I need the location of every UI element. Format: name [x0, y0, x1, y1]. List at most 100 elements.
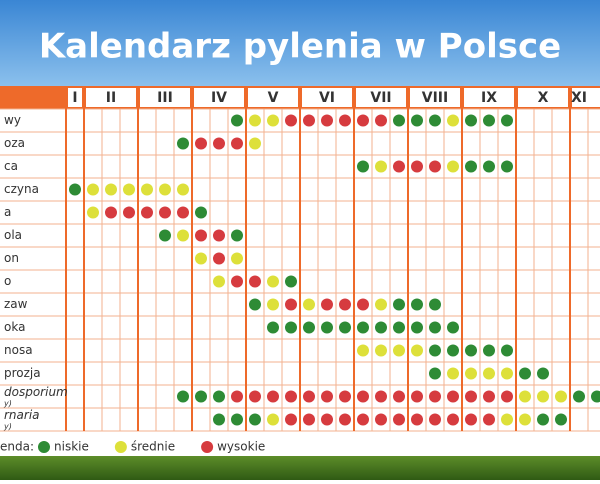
row-label: nosa	[4, 343, 33, 357]
pollen-dot	[213, 275, 225, 288]
month-cell	[68, 88, 82, 107]
row-label: o	[4, 274, 11, 288]
pollen-dot	[429, 413, 441, 426]
pollen-dot	[447, 413, 459, 426]
pollen-dot	[123, 206, 135, 219]
legend-band	[0, 432, 600, 456]
pollen-dot	[483, 413, 495, 426]
pollen-dot	[213, 252, 225, 265]
pollen-dot	[501, 367, 513, 380]
legend-label: średnie	[131, 440, 175, 454]
pollen-dot	[177, 229, 189, 242]
month-label: VII	[370, 90, 391, 106]
pollen-dot	[357, 298, 369, 311]
pollen-dot	[375, 114, 387, 127]
pollen-dot	[267, 321, 279, 334]
pollen-dot	[411, 344, 423, 357]
pollen-dot	[105, 183, 117, 196]
month-cell	[356, 88, 406, 107]
month-label: VI	[319, 90, 335, 106]
pollen-dot	[447, 344, 459, 357]
month-label: II	[106, 90, 116, 106]
legend-title: enda:	[0, 440, 34, 454]
pollen-dot	[303, 390, 315, 403]
month-label: X	[538, 90, 549, 106]
pollen-dot	[447, 321, 459, 334]
pollen-dot	[69, 183, 81, 196]
pollen-dot	[411, 160, 423, 173]
pollen-dot	[339, 390, 351, 403]
pollen-dot	[483, 160, 495, 173]
pollen-dot	[249, 275, 261, 288]
pollen-dot	[393, 321, 405, 334]
pollen-dot	[321, 298, 333, 311]
pollen-dot	[447, 160, 459, 173]
row-label: ca	[4, 159, 18, 173]
pollen-dot	[465, 160, 477, 173]
month-label: V	[268, 90, 279, 106]
pollen-dot	[195, 206, 207, 219]
pollen-dot	[87, 183, 99, 196]
pollen-dot	[393, 160, 405, 173]
pollen-dot	[231, 137, 243, 150]
pollen-dot	[555, 413, 567, 426]
pollen-dot	[249, 390, 261, 403]
pollen-dot	[537, 367, 549, 380]
pollen-dot	[393, 413, 405, 426]
month-label: XI	[571, 90, 587, 106]
pollen-dot	[303, 114, 315, 127]
month-label: IX	[481, 90, 497, 106]
pollen-dot	[429, 321, 441, 334]
legend-dot	[38, 441, 50, 453]
pollen-dot	[195, 390, 207, 403]
pollen-dot	[303, 298, 315, 311]
pollen-dot	[393, 298, 405, 311]
month-label: VIII	[422, 90, 448, 106]
month-label: I	[72, 90, 77, 106]
pollen-dot	[537, 413, 549, 426]
pollen-dot	[267, 413, 279, 426]
sky	[0, 0, 600, 90]
pollen-dot	[321, 321, 333, 334]
pollen-dot	[465, 413, 477, 426]
row-label: prozja	[4, 366, 41, 380]
month-cell	[464, 88, 514, 107]
row-label: oza	[4, 136, 25, 150]
month-label: IV	[211, 90, 227, 106]
pollen-dot	[321, 413, 333, 426]
pollen-dot	[267, 114, 279, 127]
pollen-dot	[483, 390, 495, 403]
pollen-dot	[285, 275, 297, 288]
pollen-dot	[195, 229, 207, 242]
pollen-dot	[231, 114, 243, 127]
pollen-dot	[411, 390, 423, 403]
pollen-dot	[177, 183, 189, 196]
pollen-dot	[285, 321, 297, 334]
pollen-dot	[501, 413, 513, 426]
pollen-dot	[375, 321, 387, 334]
pollen-dot	[375, 413, 387, 426]
pollen-dot	[483, 344, 495, 357]
pollen-dot	[501, 160, 513, 173]
row-sublabel: y)	[3, 422, 12, 431]
pollen-dot	[231, 252, 243, 265]
pollen-dot	[519, 413, 531, 426]
row-label: rnaria	[4, 408, 40, 422]
pollen-dot	[393, 114, 405, 127]
pollen-dot	[249, 137, 261, 150]
row-label: a	[4, 205, 11, 219]
pollen-dot	[249, 413, 261, 426]
row-label: oka	[4, 320, 25, 334]
pollen-dot	[357, 160, 369, 173]
pollen-dot	[339, 321, 351, 334]
pollen-dot	[537, 390, 549, 403]
pollen-dot	[447, 390, 459, 403]
month-cell	[86, 88, 136, 107]
pollen-dot	[339, 298, 351, 311]
pollen-dot	[519, 390, 531, 403]
row-label: ola	[4, 228, 22, 242]
pollen-dot	[321, 114, 333, 127]
pollen-dot	[141, 183, 153, 196]
pollen-dot	[357, 114, 369, 127]
